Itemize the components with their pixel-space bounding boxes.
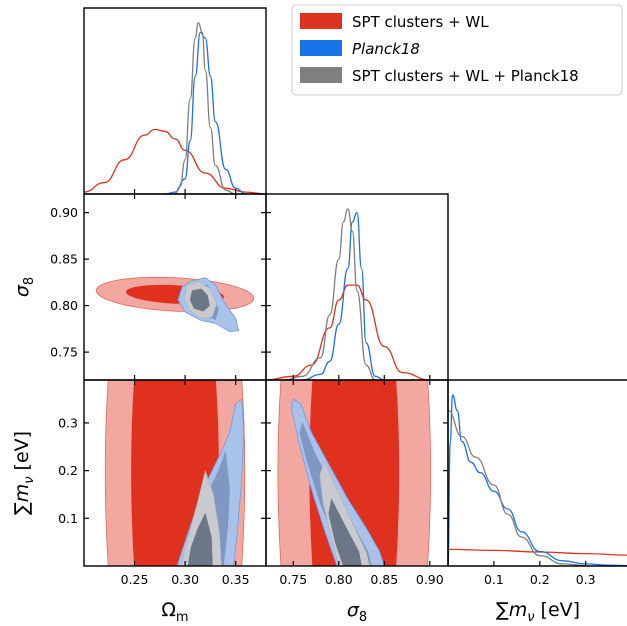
xlabel-omega-m-sub: m	[176, 610, 189, 625]
contour-68-combined-om-s8	[189, 288, 210, 312]
axes-frames	[83, 7, 627, 567]
marginal-curve-om-series-0	[83, 128, 267, 195]
ylabel-sum-mnu: ∑mν [eV]	[11, 431, 37, 515]
xlabel-omega-m: Ωm	[161, 599, 188, 625]
legend-label-combined: SPT clusters + WL + Planck18	[352, 67, 579, 85]
frame-s8-marginal	[265, 193, 449, 381]
contour-68-combined-s8-mnu	[328, 498, 362, 566]
tick-label-mnu-y-2: 0.3	[58, 415, 78, 430]
tick-label-mnu-y-1: 0.2	[58, 463, 78, 478]
tick-label-om-2: 0.35	[222, 572, 250, 587]
tick-label-s8-3: 0.90	[416, 572, 444, 587]
ylabel-sigma-8-main: σ	[11, 284, 33, 297]
xlabel-sigma-8-sub: 8	[359, 610, 367, 625]
tick-label-om-0: 0.25	[121, 572, 149, 587]
tick-label-s8-y-2: 0.85	[50, 252, 78, 267]
panel-omega-m-mnu	[104, 380, 246, 566]
tick-label-mnu-1: 0.2	[530, 572, 550, 587]
tick-label-mnu-0: 0.1	[484, 572, 504, 587]
ylabel-sum-mnu-sub: ν	[22, 476, 37, 483]
legend-swatch-spt	[300, 13, 342, 29]
legend: SPT clusters + WL Planck18 SPT clusters …	[291, 4, 623, 96]
contour-68-combined-om-mnu	[187, 512, 213, 566]
marginal-curve-s8-series-2	[284, 208, 376, 381]
panel-omega-m-sigma-8	[95, 276, 255, 333]
tick-label-s8-y-3: 0.90	[50, 205, 78, 220]
legend-label-planck: Planck18	[352, 40, 420, 58]
marginal-curve-om-series-2	[174, 22, 236, 195]
tick-label-om-1: 0.30	[171, 572, 199, 587]
tick-label-s8-0: 0.75	[279, 572, 307, 587]
legend-label-spt: SPT clusters + WL	[352, 13, 489, 31]
marginal-curve-mnu-series-2	[447, 409, 586, 567]
legend-swatch-planck	[300, 40, 342, 56]
marginal-curve-mnu-series-0	[447, 548, 627, 556]
tick-label-s8-y-0: 0.75	[50, 345, 78, 360]
xlabel-sigma-8: σ8	[347, 599, 367, 625]
tick-label-s8-y-1: 0.80	[50, 298, 78, 313]
xlabel-sum-mnu: ∑mν [eV]	[496, 599, 580, 625]
xlabel-omega-m-main: Ω	[161, 599, 176, 621]
tick-label-mnu-2: 0.3	[576, 572, 596, 587]
ylabel-sigma-8: σ8	[11, 277, 37, 297]
marginal-curve-s8-series-1	[302, 211, 385, 381]
panel-sigma-8-mnu	[277, 380, 432, 566]
xlabel-sum-mnu-main: ∑m	[496, 599, 527, 621]
contour-95-combined-s8-mnu	[319, 460, 371, 566]
marginal-curve-mnu-series-1	[447, 394, 627, 567]
tick-layer: 0.25 0.30 0.35 0.75 0.75 0.80 0.80 0.85 0.85 0.90…	[50, 189, 596, 587]
frame-om-marginal	[83, 7, 267, 195]
xlabel-sum-mnu-unit: [eV]	[535, 599, 581, 621]
ylabel-sum-mnu-main: ∑m	[11, 484, 33, 515]
tick-label-s8-1: 0.80	[325, 572, 353, 587]
legend-swatch-combined	[300, 67, 342, 83]
tick-label-mnu-y-0: 0.1	[58, 511, 78, 526]
legend-frame	[291, 4, 623, 96]
marginal-curve-om-series-1	[164, 31, 246, 195]
xlabel-sum-mnu-sub: ν	[527, 610, 534, 625]
contour-95-planck-s8-mnu	[291, 398, 385, 566]
xlabel-sigma-8-main: σ	[347, 599, 360, 621]
tick-label-s8-2: 0.85	[370, 572, 398, 587]
marginal-curve-s8-series-0	[265, 284, 448, 381]
panel-layer	[83, 22, 627, 567]
ylabel-sum-mnu-unit: [eV]	[11, 431, 33, 477]
ylabel-sigma-8-sub: 8	[22, 277, 37, 285]
